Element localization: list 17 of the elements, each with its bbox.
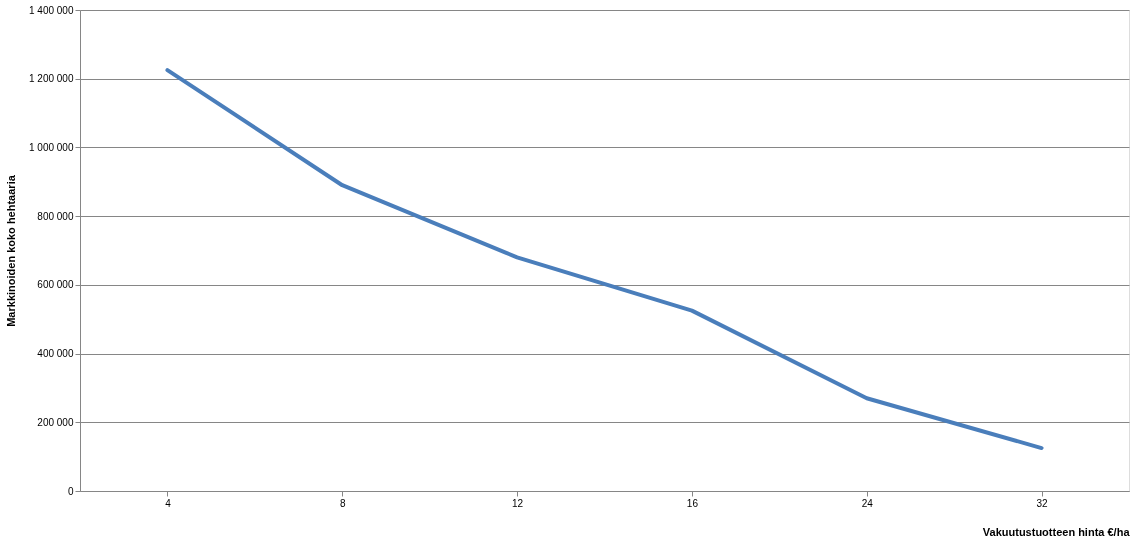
y-tick-label: 400 000 bbox=[37, 348, 74, 360]
x-tick-label: 16 bbox=[686, 497, 699, 509]
y-axis-title: Markkinoiden koko hehtaaria bbox=[5, 174, 18, 327]
x-tick-label: 24 bbox=[861, 497, 874, 509]
x-axis-title: Vakuutustuotteen hinta €/ha bbox=[982, 525, 1131, 538]
y-tick-label: 0 bbox=[67, 485, 74, 497]
y-tick-label: 600 000 bbox=[37, 279, 74, 291]
x-tick-label: 32 bbox=[1036, 497, 1049, 509]
y-tick-label: 1 000 000 bbox=[29, 141, 74, 153]
line-series bbox=[165, 68, 1044, 451]
y-tick-label: 200 000 bbox=[37, 416, 74, 428]
x-tick-label: 8 bbox=[339, 497, 346, 509]
y-tick-label: 1 400 000 bbox=[29, 4, 74, 16]
y-tick-label: 1 200 000 bbox=[29, 73, 74, 85]
y-tick-label: 800 000 bbox=[37, 210, 74, 222]
x-tick-label: 4 bbox=[165, 497, 172, 509]
x-tick-label: 12 bbox=[512, 497, 524, 509]
